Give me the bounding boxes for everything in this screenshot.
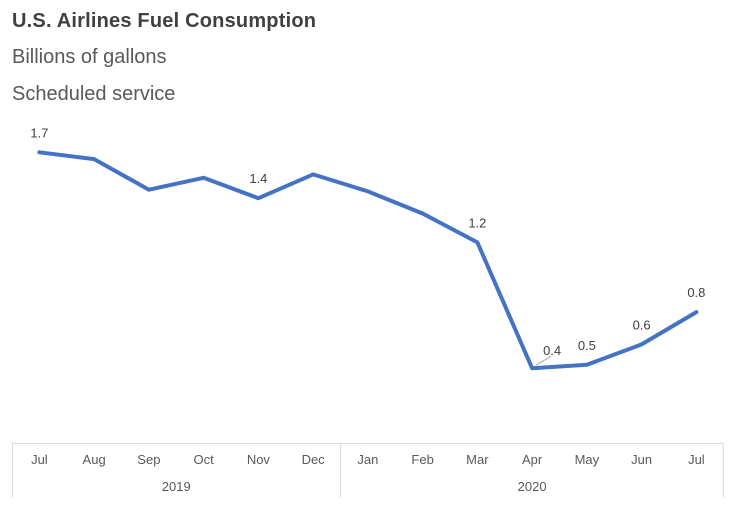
data-label: 1.4 xyxy=(249,171,267,186)
month-tick-label: Aug xyxy=(83,452,106,467)
data-label: 0.4 xyxy=(543,343,561,358)
chart-subtitle-service: Scheduled service xyxy=(12,83,176,105)
category-axis: Jul Aug Sep Oct Nov Dec Jan Feb Mar Apr May Jun Jul 2… xyxy=(12,443,724,497)
data-label: 1.2 xyxy=(468,215,486,230)
month-tick-label: Jun xyxy=(631,452,652,467)
year-tick-label: 2019 xyxy=(162,479,191,494)
month-tick-label: Dec xyxy=(302,452,326,467)
data-label: 0.8 xyxy=(687,285,705,300)
data-label: 1.7 xyxy=(30,125,48,140)
month-tick-label: Jan xyxy=(357,452,378,467)
month-tick-label: Sep xyxy=(137,452,160,467)
month-tick-label: Mar xyxy=(466,452,489,467)
month-tick-label: Jul xyxy=(688,452,705,467)
month-tick-label: Feb xyxy=(411,452,433,467)
fuel-consumption-series xyxy=(37,150,699,371)
data-label: 0.5 xyxy=(578,338,596,353)
data-labels: 1.7 1.4 1.2 0.4 0.5 0.6 0.8 xyxy=(30,125,705,366)
chart-subtitle-units: Billions of gallons xyxy=(12,46,167,68)
month-tick-label: Oct xyxy=(194,452,215,467)
month-tick-label: May xyxy=(575,452,600,467)
month-tick-label: Nov xyxy=(247,452,271,467)
fuel-consumption-line xyxy=(37,150,699,371)
year-tick-label: 2020 xyxy=(518,479,547,494)
month-tick-label: Jul xyxy=(31,452,48,467)
data-label-leader-line xyxy=(535,355,552,366)
month-tick-label: Apr xyxy=(522,452,543,467)
chart-title: U.S. Airlines Fuel Consumption xyxy=(12,10,317,32)
data-label: 0.6 xyxy=(633,317,651,332)
